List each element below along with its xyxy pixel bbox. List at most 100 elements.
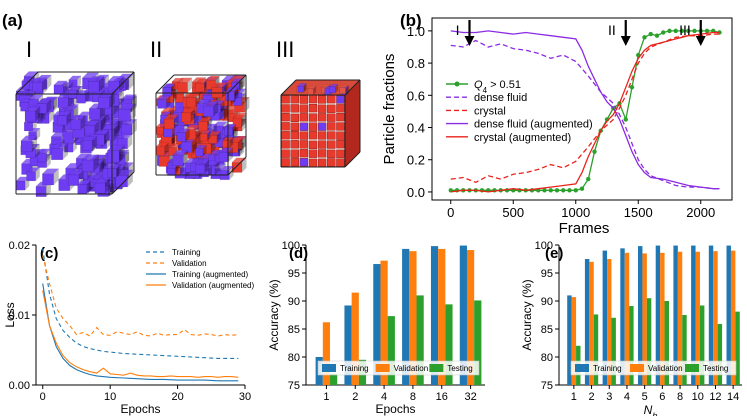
cube-top bbox=[208, 131, 222, 136]
cube bbox=[308, 140, 318, 149]
bar-training bbox=[638, 246, 643, 385]
cube bbox=[94, 182, 106, 194]
x-tick-label: 1 bbox=[323, 391, 329, 403]
cube-top bbox=[194, 159, 210, 165]
panel-b-label: (b) bbox=[400, 11, 422, 30]
cube bbox=[198, 121, 208, 132]
x-tick-label: 500 bbox=[502, 205, 524, 220]
bar-testing bbox=[416, 295, 424, 385]
y-axis-label: Accuracy (%) bbox=[267, 279, 281, 350]
cube bbox=[162, 87, 172, 97]
bar-validation bbox=[322, 322, 331, 385]
cube bbox=[336, 131, 345, 140]
top-cube bbox=[307, 88, 314, 95]
cube-top bbox=[155, 142, 170, 147]
cube bbox=[155, 126, 164, 135]
bar-testing bbox=[629, 306, 634, 385]
bar-testing bbox=[330, 373, 338, 385]
series-point bbox=[542, 188, 547, 193]
x-axis-label: Frames bbox=[559, 220, 610, 237]
bar-training bbox=[691, 245, 696, 385]
y-tick-label: 90 bbox=[288, 296, 300, 308]
y-tick-label: 100 bbox=[282, 240, 300, 252]
cube bbox=[224, 127, 233, 136]
y-tick-label: 0.2 bbox=[407, 153, 425, 168]
legend-label: Training bbox=[593, 364, 622, 373]
series-line-3 bbox=[450, 30, 720, 190]
cube-side bbox=[42, 77, 47, 92]
x-tick-label: 4 bbox=[381, 391, 387, 403]
cube bbox=[290, 131, 299, 140]
cube-side bbox=[187, 77, 193, 93]
cube bbox=[98, 96, 110, 109]
legend-label: Testing bbox=[447, 364, 472, 373]
top-cube-top bbox=[297, 83, 308, 87]
panel-c-label: (c) bbox=[40, 245, 58, 262]
cube-side bbox=[233, 126, 238, 139]
cube bbox=[336, 122, 345, 131]
cube-top bbox=[197, 117, 213, 122]
x-axis-label-sub: b bbox=[652, 411, 657, 416]
cube-top bbox=[68, 75, 82, 80]
series-point bbox=[654, 33, 660, 38]
y-axis-label: Particle fractions bbox=[381, 54, 398, 165]
top-cube-side bbox=[335, 84, 339, 93]
series-point bbox=[623, 117, 628, 122]
cube bbox=[176, 132, 186, 142]
cube bbox=[195, 148, 204, 157]
cube bbox=[290, 149, 299, 158]
cube-top bbox=[77, 180, 92, 185]
panel-a-label: (a) bbox=[2, 11, 23, 30]
bar-validation bbox=[695, 251, 700, 385]
cube-side bbox=[100, 154, 106, 171]
cube bbox=[218, 151, 229, 163]
cube bbox=[299, 113, 309, 122]
cube-top bbox=[181, 108, 196, 113]
cube bbox=[281, 149, 290, 158]
bar-testing bbox=[735, 311, 740, 385]
cube-side bbox=[46, 154, 51, 168]
cube-top bbox=[28, 94, 44, 100]
cube-side bbox=[228, 147, 234, 162]
cube bbox=[70, 119, 82, 130]
legend-label: Validation bbox=[394, 364, 429, 373]
cube-side bbox=[113, 124, 119, 141]
top-cube-top bbox=[339, 84, 349, 88]
box-edge bbox=[15, 71, 39, 95]
cube-side bbox=[241, 135, 247, 151]
cube bbox=[281, 95, 290, 104]
cube bbox=[24, 110, 36, 122]
series-point bbox=[661, 30, 666, 35]
bar-validation bbox=[607, 259, 612, 385]
cube bbox=[76, 94, 86, 104]
cube bbox=[327, 158, 336, 167]
cube bbox=[177, 82, 188, 93]
legend-label: Training (augmented) bbox=[172, 270, 249, 279]
cube-top bbox=[56, 111, 72, 116]
bar-training bbox=[655, 245, 661, 385]
y-axis-label: Accuracy (%) bbox=[520, 279, 534, 350]
top-cube bbox=[329, 86, 336, 93]
cube-top bbox=[21, 77, 35, 82]
cube bbox=[327, 113, 336, 122]
cube bbox=[199, 133, 208, 142]
cube bbox=[35, 186, 47, 197]
series-point bbox=[573, 188, 578, 193]
cube bbox=[317, 122, 327, 131]
cube-side bbox=[241, 93, 246, 106]
top-cube-top bbox=[328, 83, 339, 87]
legend-swatch bbox=[375, 364, 390, 372]
cube-side bbox=[204, 159, 210, 174]
cube bbox=[317, 95, 327, 104]
bar-training bbox=[726, 245, 731, 385]
series-point bbox=[561, 188, 566, 193]
legend-swatch bbox=[575, 364, 589, 372]
cube-top bbox=[26, 167, 41, 172]
cube-top bbox=[168, 143, 182, 148]
cube bbox=[327, 131, 336, 140]
panel-c: (c) 0 10 20 30 0.00 0.01 0.02 Epochs Loss Trainin… bbox=[3, 240, 254, 416]
cube-side bbox=[213, 101, 219, 117]
cube bbox=[308, 131, 318, 140]
cube bbox=[299, 140, 309, 149]
